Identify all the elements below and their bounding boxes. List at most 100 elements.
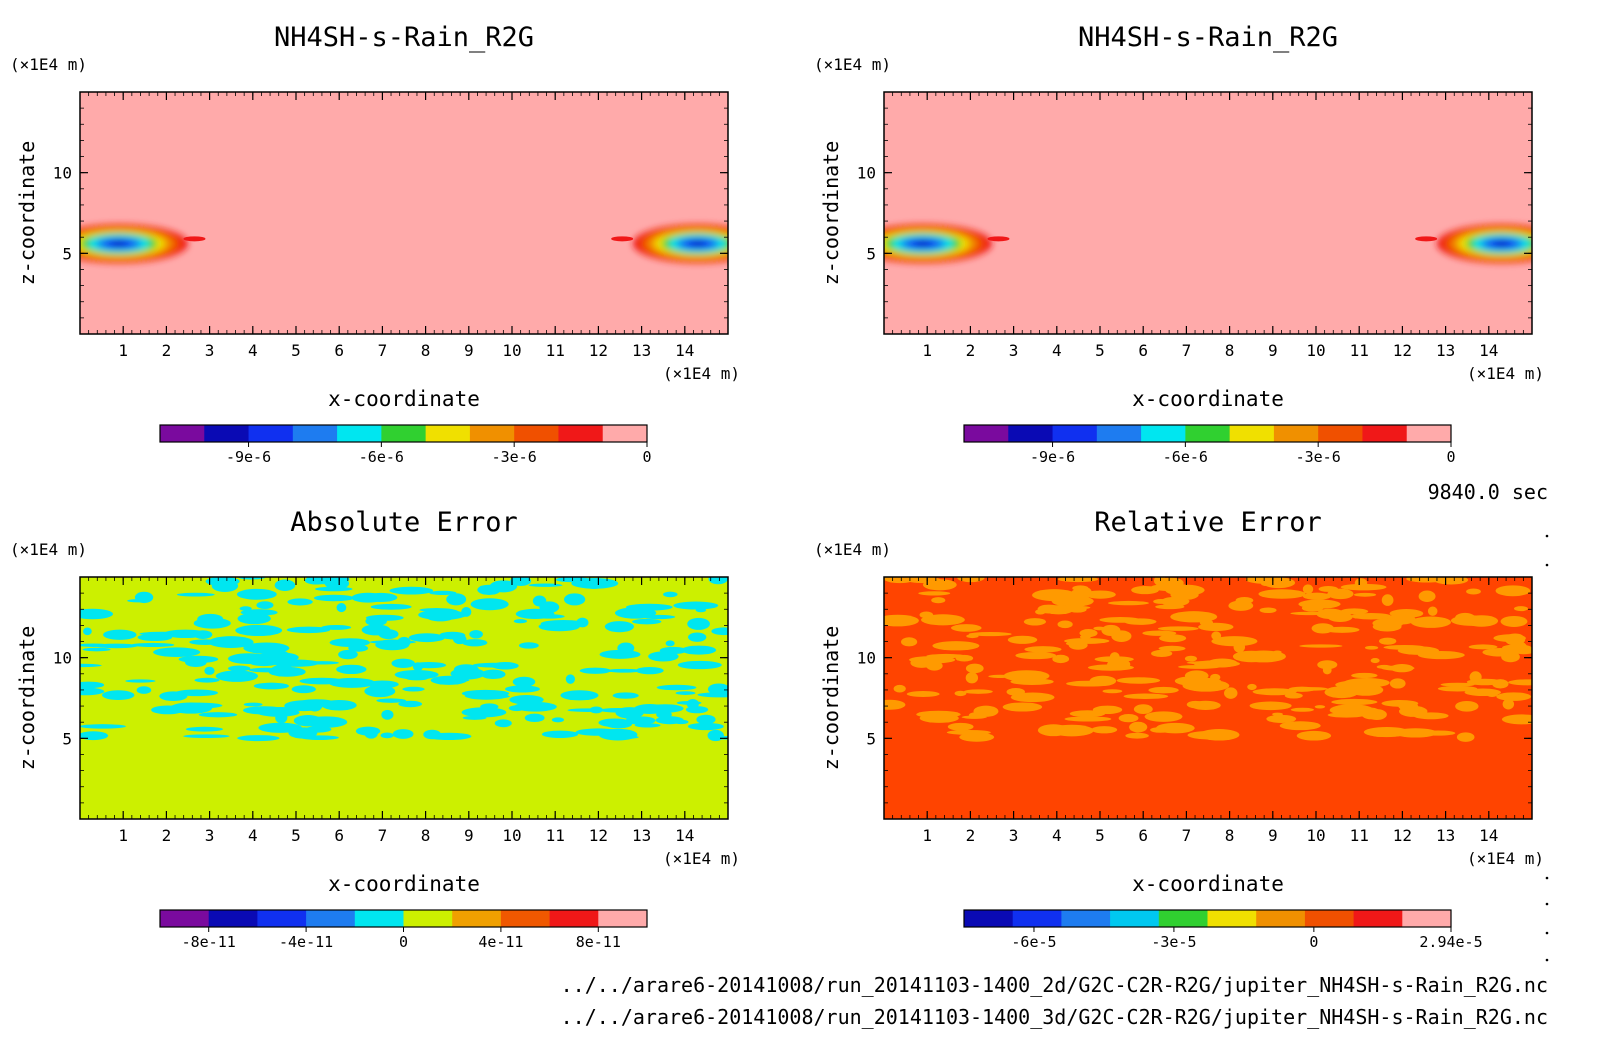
- error-patch: [80, 681, 105, 689]
- colorbar-tick-label: 2.94e-5: [1419, 933, 1482, 951]
- error-patch: [677, 660, 722, 670]
- error-patch: [258, 722, 303, 733]
- x-tick-label: 1: [922, 826, 932, 845]
- error-patch: [1440, 682, 1475, 687]
- error-patch: [1002, 702, 1043, 712]
- colorbar-segment: [1185, 425, 1231, 442]
- chart-title: NH4SH-s-Rain_R2G: [1078, 22, 1338, 53]
- error-patch: [1054, 605, 1091, 610]
- error-patch: [635, 666, 664, 675]
- error-patch: [1129, 721, 1148, 733]
- error-patch: [237, 613, 271, 625]
- colorbar-segment: [1008, 425, 1054, 442]
- x-tick-label: 1: [118, 826, 128, 845]
- error-patch: [1252, 688, 1297, 696]
- error-patch: [1381, 699, 1419, 707]
- x-axis: 1 2 3 4 5 6 7 8 9 10 11 12 13 14: [88, 92, 729, 360]
- error-patch: [1482, 648, 1518, 657]
- colorbar-segment: [549, 910, 599, 927]
- plot-field: [80, 92, 728, 334]
- error-patch: [83, 627, 92, 636]
- error-patch: [1501, 714, 1532, 725]
- x-tick-label: 13: [1436, 341, 1455, 360]
- x-tick-label: 10: [1306, 826, 1325, 845]
- error-patch: [80, 608, 114, 620]
- colorbar-segment: [1141, 425, 1186, 442]
- error-patch: [656, 710, 672, 719]
- error-patch: [1329, 704, 1374, 716]
- error-patch: [446, 593, 467, 606]
- error-patch: [398, 700, 423, 708]
- colorbar-segment: [514, 425, 559, 442]
- y-unit-label: (×1E4 m): [814, 55, 891, 74]
- error-patch: [567, 708, 609, 712]
- error-patch: [1351, 672, 1378, 679]
- error-patch: [612, 692, 639, 699]
- plot-frame: [883, 576, 1533, 820]
- error-patch: [464, 691, 509, 700]
- colorbar-tick-label: -3e-6: [1296, 448, 1341, 466]
- error-patch: [1370, 657, 1380, 664]
- error-patch: [1502, 698, 1515, 710]
- error-patch: [1211, 636, 1258, 647]
- error-patch: [685, 706, 709, 714]
- error-patch: [1508, 679, 1532, 686]
- rain-cell-1: [884, 224, 992, 264]
- error-patch: [631, 618, 662, 625]
- x-tick-label: 14: [675, 341, 694, 360]
- error-patch: [564, 593, 586, 606]
- error-patch: [1299, 644, 1343, 648]
- error-patch: [1437, 685, 1478, 692]
- error-patch: [1290, 707, 1315, 712]
- error-patch: [1296, 730, 1332, 741]
- error-patch: [615, 707, 644, 719]
- x-tick-label: 7: [1182, 341, 1192, 360]
- error-patch: [198, 712, 238, 718]
- error-patch: [370, 603, 412, 610]
- error-patch: [365, 614, 404, 621]
- error-patch: [1249, 701, 1292, 711]
- error-patch: [1389, 678, 1406, 689]
- error-patch: [1381, 594, 1394, 606]
- y-axis: 5 10: [53, 107, 728, 319]
- error-patch: [1258, 589, 1306, 599]
- colorbar-segment: [425, 425, 471, 442]
- colorbar-segment: [1362, 425, 1408, 442]
- error-patch: [1466, 588, 1481, 595]
- error-patch: [364, 728, 378, 739]
- error-patch: [1247, 683, 1257, 691]
- error-patch: [495, 599, 506, 605]
- x-axis: 1 2 3 4 5 6 7 8 9 10 11 12 13 14: [88, 577, 729, 845]
- error-patch: [1417, 650, 1465, 660]
- colorbar-segment: [602, 425, 648, 442]
- colorbar-segment: [558, 425, 604, 442]
- error-patch: [1410, 616, 1451, 628]
- error-patch: [176, 592, 215, 597]
- error-patch: [1148, 686, 1179, 694]
- chart-panel-4: Relative Error(×1E4 m)1 2 3 4 5 6 7 8 9 10 11 12 13 1…: [814, 507, 1544, 951]
- x-tick-label: 5: [1095, 341, 1105, 360]
- x-tick-label: 1: [118, 341, 128, 360]
- x-tick-label: 13: [1436, 826, 1455, 845]
- error-patch: [205, 577, 240, 586]
- colorbar-segment: [1318, 425, 1363, 442]
- y-tick-label: 5: [866, 729, 876, 748]
- x-tick-label: 6: [334, 826, 344, 845]
- error-patch: [480, 703, 499, 710]
- colorbar-tick-label: -4e-11: [279, 933, 333, 951]
- error-patch: [1340, 583, 1387, 591]
- error-patch: [919, 713, 959, 723]
- decorative-dots: [1545, 534, 1549, 962]
- error-patch: [185, 726, 224, 732]
- x-tick-label: 2: [162, 341, 172, 360]
- colorbar-tick-label: -9e-6: [226, 448, 271, 466]
- x-axis-label: x-coordinate: [1132, 872, 1284, 896]
- colorbar-tick-label: -6e-6: [1163, 448, 1208, 466]
- error-patch: [336, 664, 367, 675]
- x-tick-label: 4: [1052, 341, 1062, 360]
- colorbar-segment: [1406, 425, 1452, 442]
- error-patch: [1107, 600, 1149, 606]
- x-axis-label: x-coordinate: [328, 387, 480, 411]
- colorbar-segment: [1110, 910, 1160, 927]
- error-patch: [675, 691, 696, 695]
